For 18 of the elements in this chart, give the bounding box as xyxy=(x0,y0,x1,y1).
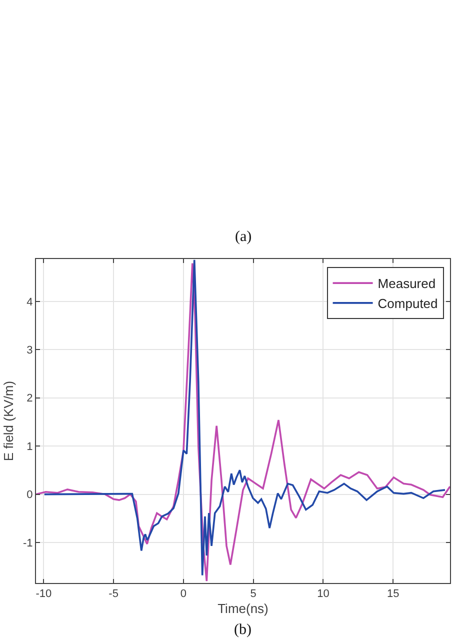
x-tick-label: 10 xyxy=(317,588,330,600)
text: (a) xyxy=(235,229,252,245)
y-tick-label: 3 xyxy=(26,344,33,356)
x-tick-label: -5 xyxy=(108,588,118,600)
x-tick-label: 5 xyxy=(250,588,256,600)
y-tick-label: 2 xyxy=(26,392,33,405)
text: (b) xyxy=(234,622,252,638)
y-axis-title: E field (KV/m) xyxy=(0,380,16,462)
legend-label: Measured xyxy=(378,276,436,292)
y-tick-label: 0 xyxy=(26,489,33,502)
y-tick-label: -1 xyxy=(23,537,33,550)
y-tick-label: 4 xyxy=(26,296,33,308)
x-tick-label: 15 xyxy=(386,588,400,600)
y-tick-label: 1 xyxy=(26,440,33,453)
x-tick-label: 0 xyxy=(180,588,187,600)
x-tick-label: -10 xyxy=(36,588,52,600)
legend-label: Computed xyxy=(378,296,438,312)
x-axis-title: Time(ns) xyxy=(218,600,268,616)
